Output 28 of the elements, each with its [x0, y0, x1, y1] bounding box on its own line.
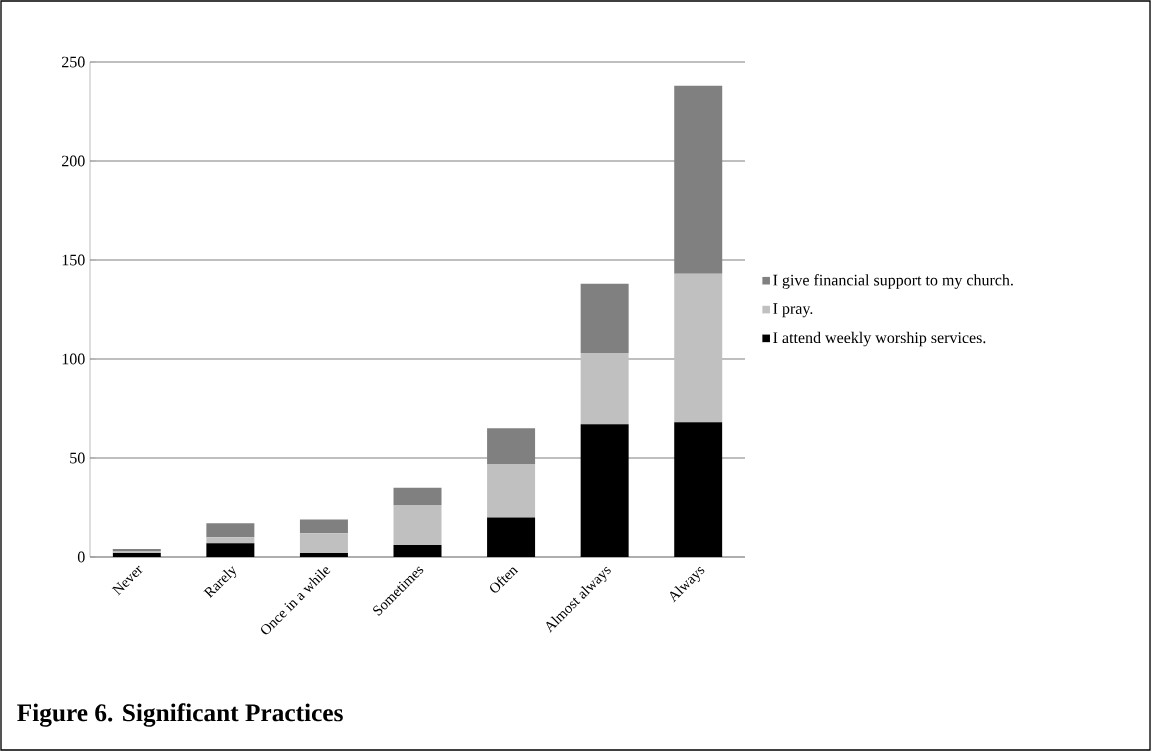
legend-label: I pray.: [773, 303, 813, 318]
legend-label: I attend weekly worship services.: [773, 331, 986, 347]
bar: [674, 85, 723, 274]
y-tick-label: 200: [62, 155, 85, 167]
bar: [487, 463, 536, 518]
bar: [206, 537, 255, 544]
y-tick-label: 50: [70, 452, 85, 464]
bar: [580, 424, 629, 557]
y-tick-label: 250: [62, 56, 85, 68]
bar: [393, 545, 442, 557]
bar: [580, 283, 629, 354]
bar: [393, 487, 442, 506]
bar: [487, 517, 536, 557]
bar: [674, 422, 723, 557]
y-tick-label: 150: [62, 254, 85, 266]
bar: [487, 428, 536, 464]
bar: [299, 533, 348, 554]
y-tick-label: 0: [77, 551, 85, 563]
bar: [299, 519, 348, 534]
bar: [206, 523, 255, 538]
bar: [580, 353, 629, 425]
bar: [393, 505, 442, 546]
bar: [206, 543, 255, 557]
bar: [674, 273, 723, 423]
legend-label: I give financial support to my church.: [773, 274, 1013, 289]
text: Figure 6. Significant Practices: [17, 703, 343, 727]
bar: [299, 553, 348, 557]
y-tick-label: 100: [62, 353, 85, 365]
